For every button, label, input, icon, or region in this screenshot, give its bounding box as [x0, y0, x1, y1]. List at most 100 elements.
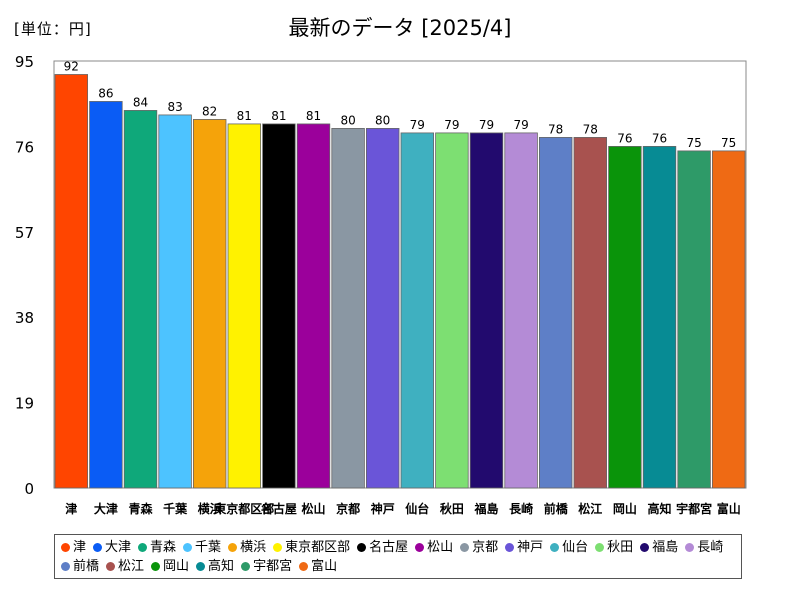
legend-label: 松山	[427, 540, 454, 555]
x-tick-label: 岡山	[613, 501, 637, 516]
legend-item: 京都	[460, 538, 498, 557]
bar	[331, 128, 365, 489]
legend-label: 京都	[472, 540, 499, 555]
legend-swatch	[685, 543, 695, 552]
legend-label: 千葉	[195, 540, 222, 555]
legend-swatch	[228, 543, 238, 552]
x-tick-label: 千葉	[163, 501, 188, 516]
legend-swatch	[299, 562, 309, 571]
x-tick-label: 宇都宮	[676, 501, 712, 516]
y-tick-label: 57	[15, 224, 34, 242]
legend-swatch	[61, 562, 70, 571]
data-label: 79	[410, 118, 425, 132]
x-tick-label: 高知	[647, 501, 671, 516]
x-tick-label: 長崎	[509, 501, 533, 516]
legend-label: 神戸	[517, 540, 544, 555]
x-tick-label: 富山	[717, 501, 741, 516]
data-label: 78	[583, 122, 598, 136]
legend-label: 長崎	[697, 540, 724, 555]
legend-item: 長崎	[685, 538, 723, 557]
legend-item: 松山	[415, 538, 453, 557]
data-label: 78	[548, 122, 563, 136]
data-label: 76	[652, 131, 667, 145]
legend-label: 仙台	[562, 540, 589, 555]
bar	[608, 145, 642, 489]
x-tick-label: 仙台	[405, 501, 429, 516]
data-label: 79	[444, 118, 459, 132]
bar	[158, 114, 192, 489]
legend-swatch	[151, 562, 161, 571]
bar	[296, 123, 331, 489]
x-tick-label: 秋田	[440, 501, 464, 516]
chart-legend: 津 大津 青森 千葉 横浜 東京都区部 名古屋 松山 京都 神戸 仙台 秋田 福島 長崎 前橋 松江 岡山 高知 宇…	[54, 534, 742, 579]
legend-label: 横浜	[240, 540, 267, 555]
bar	[573, 137, 607, 489]
legend-swatch	[505, 543, 515, 552]
bar	[89, 101, 123, 489]
legend-label: 東京都区部	[285, 540, 351, 555]
legend-item: 神戸	[505, 538, 543, 557]
legend-swatch	[415, 543, 425, 552]
legend-label: 青森	[150, 540, 177, 555]
legend-swatch	[138, 543, 148, 552]
x-tick-label: 大津	[94, 501, 118, 516]
legend-swatch	[460, 543, 470, 552]
data-label: 82	[202, 104, 217, 118]
bar	[712, 150, 746, 489]
bar	[539, 137, 573, 489]
legend-swatch	[183, 543, 193, 552]
legend-label: 名古屋	[369, 540, 409, 555]
legend-item: 前橋	[61, 557, 99, 576]
legend-swatch	[550, 543, 560, 552]
bar	[642, 145, 677, 489]
bar-chart: 0 19 38 57 76 95 92 津 86 大津 84 青森 83 千葉 82 横浜 81 東京都区部 81 名…	[15, 53, 747, 516]
bar	[365, 128, 400, 489]
legend-swatch	[357, 543, 367, 552]
legend-swatch	[273, 543, 283, 552]
legend-item: 高知	[196, 557, 234, 576]
legend-label: 松江	[118, 559, 145, 574]
legend-item: 名古屋	[357, 538, 408, 557]
legend-swatch	[93, 543, 103, 552]
legend-item: 福島	[640, 538, 678, 557]
y-tick-label: 0	[24, 480, 34, 498]
legend-item: 仙台	[550, 538, 588, 557]
legend-label: 岡山	[163, 559, 190, 574]
legend-item: 岡山	[151, 557, 189, 576]
data-label: 76	[617, 131, 632, 145]
data-label: 80	[340, 113, 355, 127]
legend-swatch	[61, 543, 70, 552]
legend-label: 高知	[208, 559, 235, 574]
legend-item: 千葉	[183, 538, 221, 557]
legend-label: 津	[73, 540, 87, 555]
bar	[123, 110, 158, 489]
plot-area	[53, 60, 747, 489]
x-tick-label: 青森	[128, 501, 153, 516]
y-tick-label: 38	[15, 309, 34, 327]
x-tick-label: 津	[65, 501, 77, 516]
x-tick-label: 名古屋	[261, 501, 297, 516]
legend-swatch	[241, 562, 251, 571]
legend-label: 大津	[105, 540, 132, 555]
data-label: 83	[167, 100, 182, 114]
legend-item: 津	[61, 538, 86, 557]
legend-swatch	[106, 562, 116, 571]
x-tick-label: 松山	[301, 501, 325, 516]
data-label: 75	[721, 136, 736, 150]
bar	[469, 132, 504, 489]
legend-label: 秋田	[607, 540, 634, 555]
bar	[504, 132, 538, 489]
y-tick-label: 76	[15, 138, 34, 156]
legend-label: 富山	[311, 559, 338, 574]
x-tick-label: 神戸	[371, 501, 395, 516]
data-label: 86	[98, 86, 113, 100]
x-tick-label: 東京都区部	[214, 501, 274, 516]
bar	[192, 119, 227, 489]
legend-item: 横浜	[228, 538, 266, 557]
bar	[262, 123, 296, 489]
chart-title: 最新のデータ [2025/4]	[288, 16, 512, 40]
x-tick-label: 松江	[578, 501, 602, 516]
legend-item: 大津	[93, 538, 131, 557]
x-tick-label: 福島	[473, 501, 498, 516]
unit-label: [単位：円]	[14, 20, 92, 38]
